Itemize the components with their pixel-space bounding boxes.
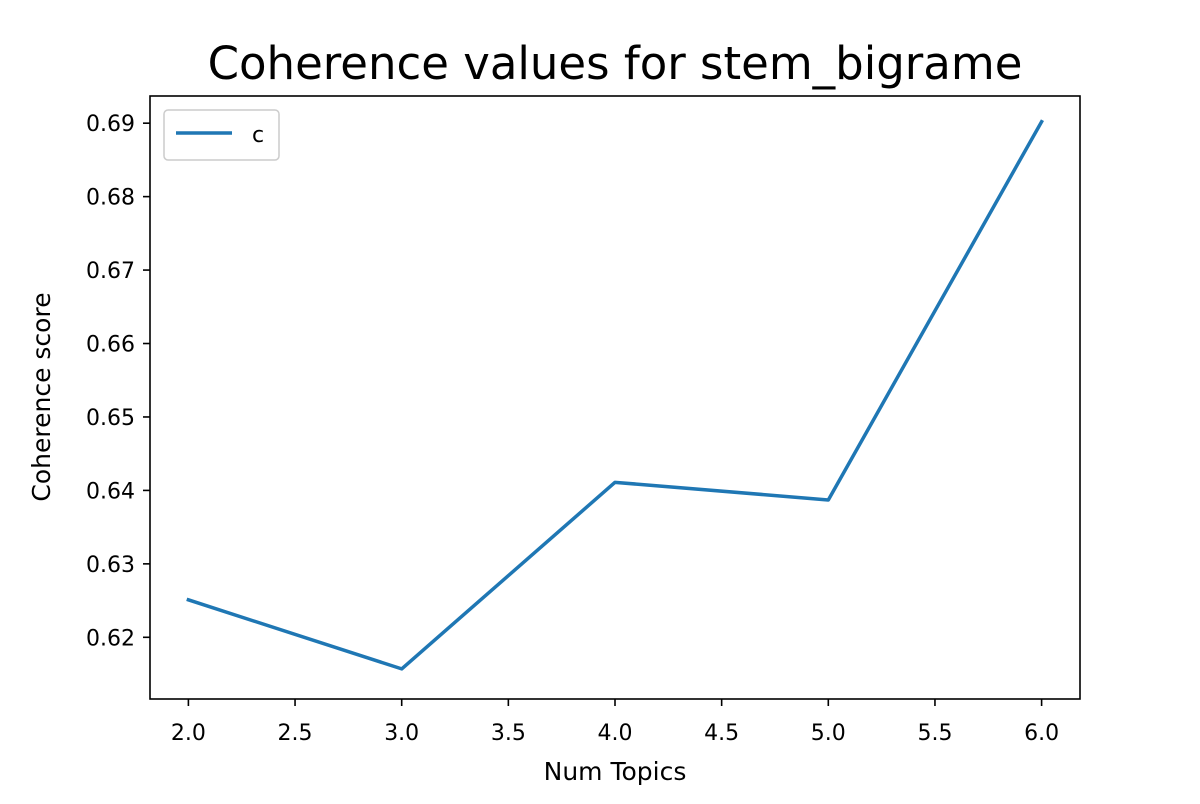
axes-frame: [149, 95, 1081, 700]
legend-label: c: [252, 123, 264, 148]
y-axis-ticks: 0.62 0.63 0.64 0.65 0.66 0.67 0.68 0.69: [86, 112, 150, 651]
y-tick-label: 0.65: [86, 406, 135, 431]
y-tick-label: 0.68: [86, 186, 135, 211]
x-tick-label: 4.5: [704, 721, 739, 746]
y-tick-label: 0.66: [86, 333, 135, 358]
x-tick-label: 3.5: [491, 721, 526, 746]
y-tick-label: 0.69: [86, 112, 135, 137]
x-tick-label: 5.5: [917, 721, 952, 746]
y-tick-label: 0.62: [86, 626, 135, 651]
x-tick-label: 6.0: [1024, 721, 1059, 746]
legend-box: [163, 109, 280, 161]
x-axis-label: Num Topics: [544, 757, 687, 786]
y-tick-label: 0.64: [86, 479, 135, 504]
y-axis-label: Coherence score: [27, 292, 56, 501]
x-axis-ticks: 2.0 2.5 3.0 3.5 4.0 4.5 5.0 5.5 6.0: [171, 699, 1059, 746]
x-tick-label: 3.0: [384, 721, 419, 746]
legend: c: [163, 109, 280, 161]
plot-area: 2.0 2.5 3.0 3.5 4.0 4.5 5.0 5.5 6.0 0.62 0.63 0.64…: [86, 95, 1081, 746]
y-tick-label: 0.63: [86, 553, 135, 578]
x-tick-label: 5.0: [811, 721, 846, 746]
series-line-c: [186, 119, 1044, 671]
x-tick-label: 4.0: [598, 721, 633, 746]
chart-title: Coherence values for stem_bigrame: [208, 37, 1023, 90]
x-tick-label: 2.0: [171, 721, 206, 746]
y-tick-label: 0.67: [86, 259, 135, 284]
x-tick-label: 2.5: [278, 721, 313, 746]
series-layer: [186, 119, 1044, 671]
